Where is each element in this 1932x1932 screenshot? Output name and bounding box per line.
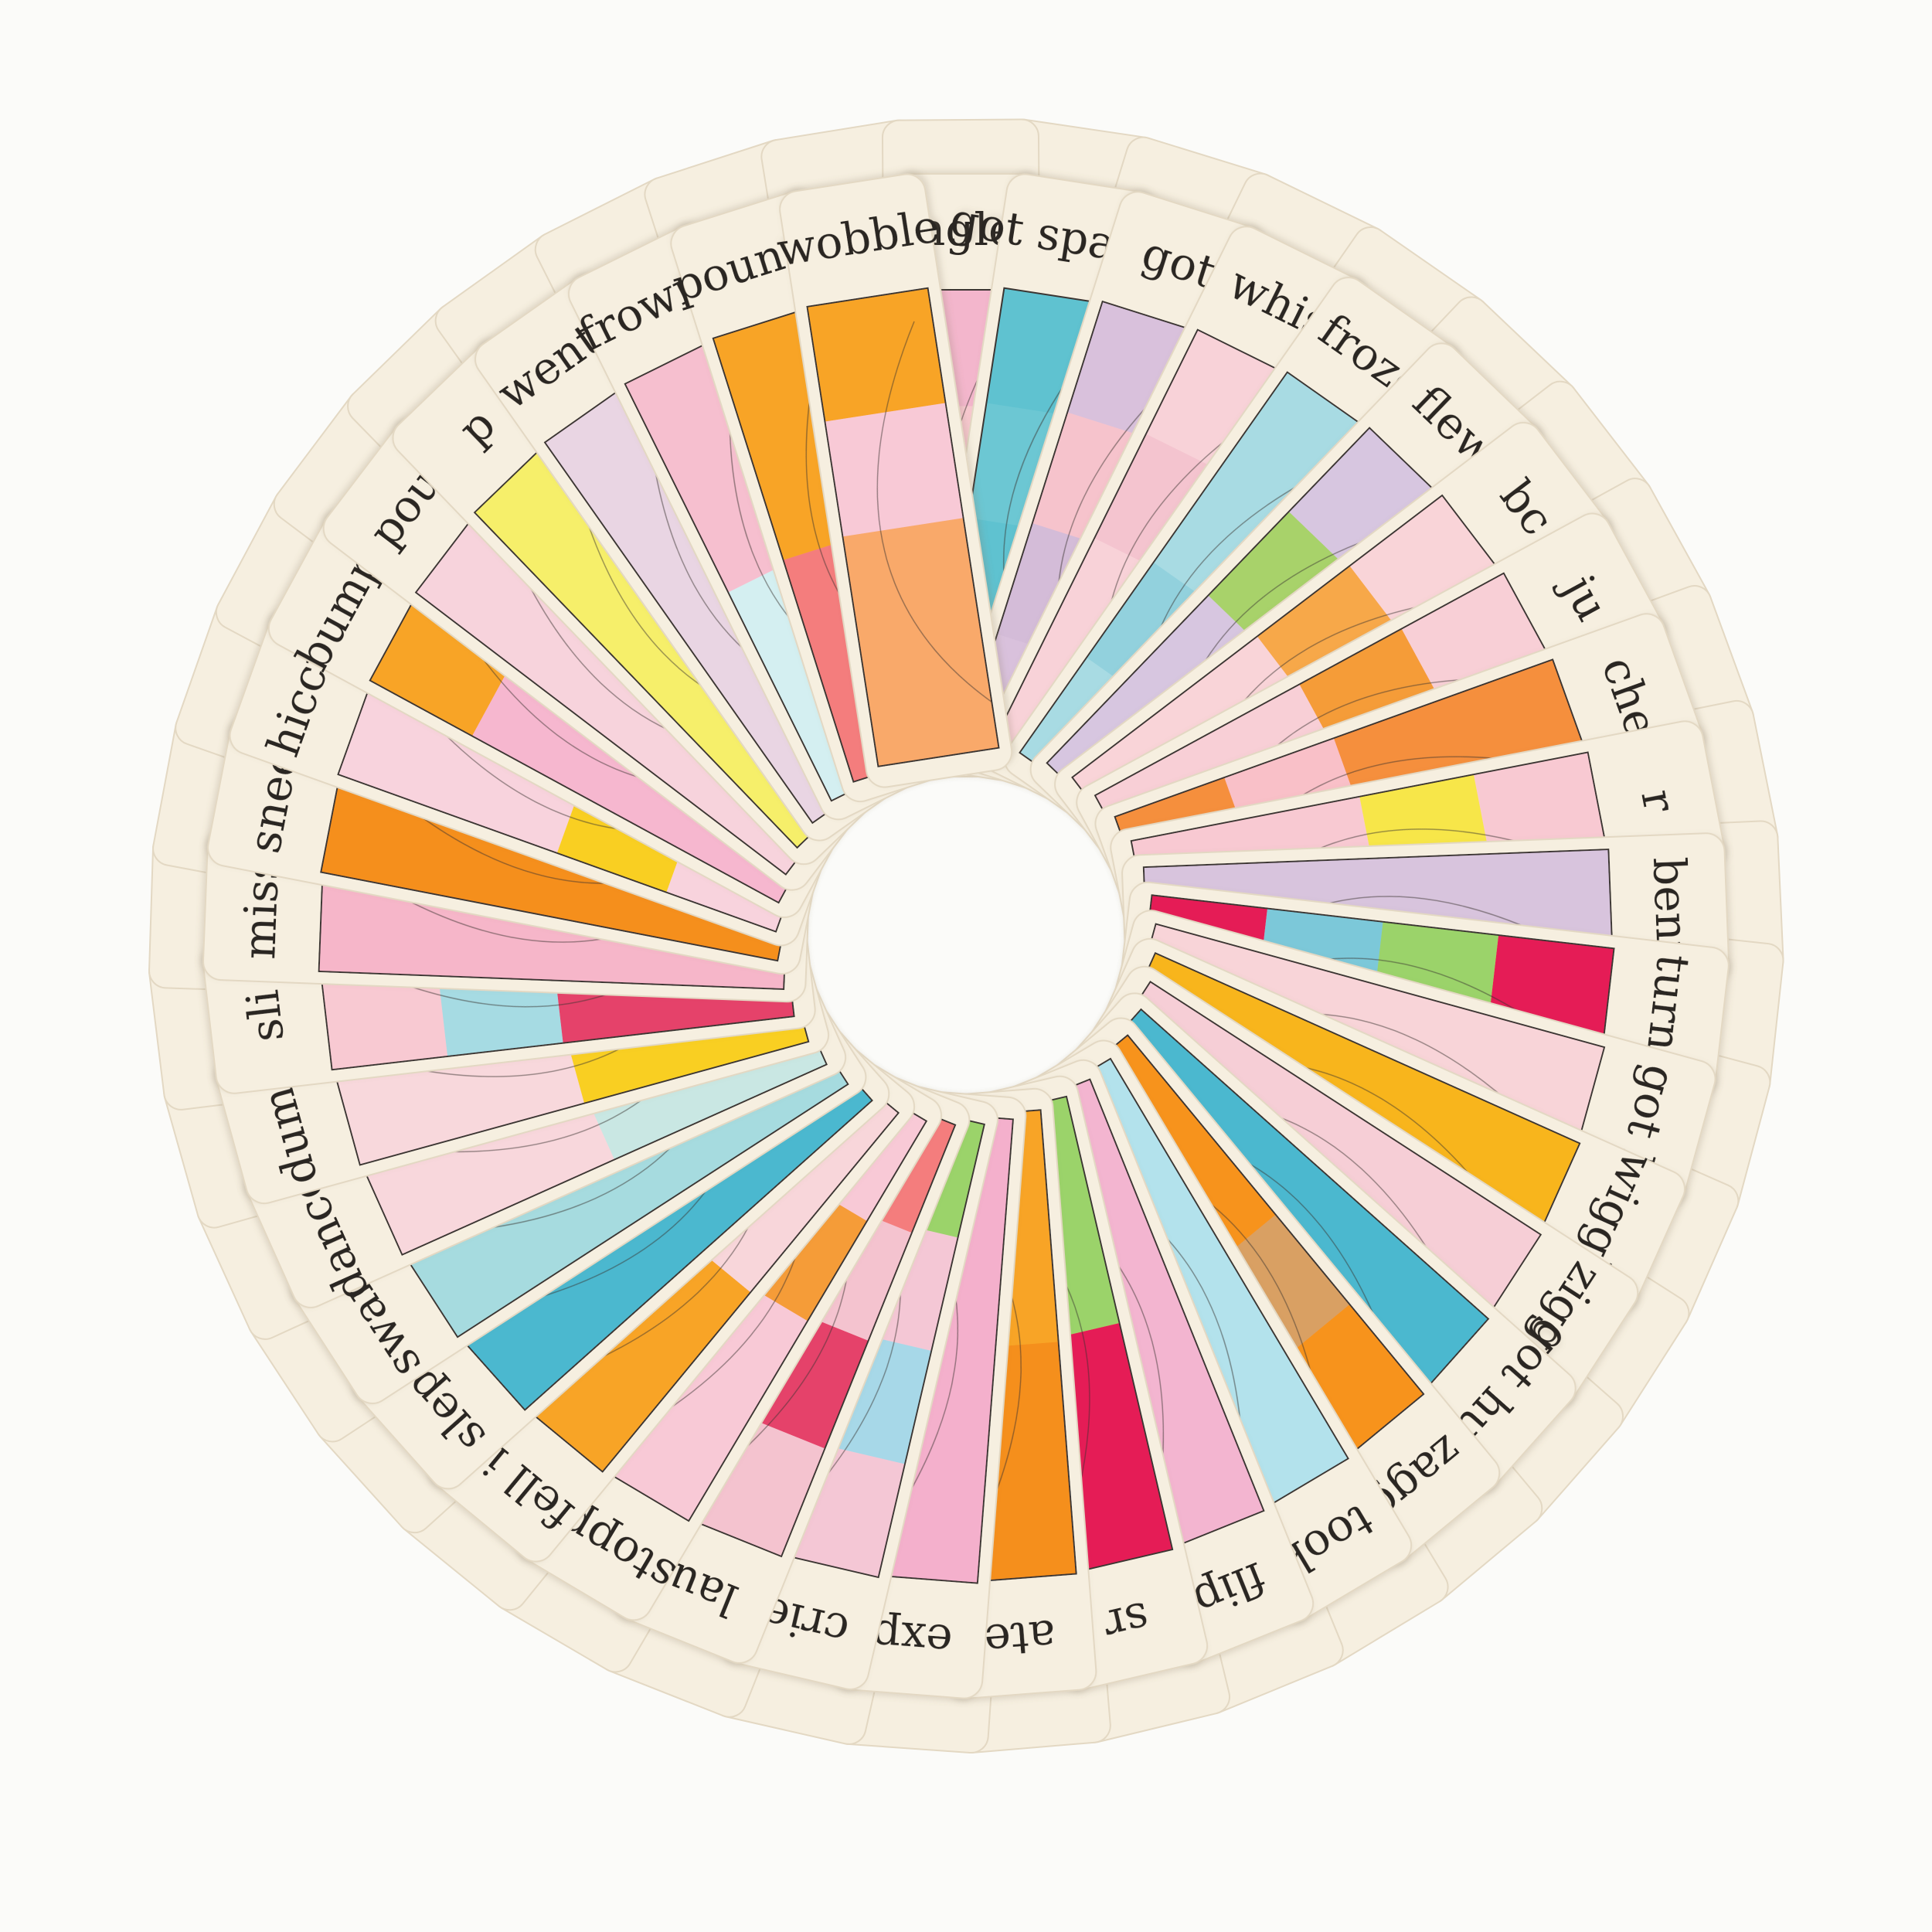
card-word: exp: [870, 1609, 954, 1668]
illustration-band: [825, 402, 964, 537]
illustration-line: [876, 321, 992, 702]
card-word: ate: [982, 1610, 1057, 1668]
illustration-band: [807, 287, 946, 422]
illustration-frame: [806, 287, 1000, 767]
card-word: sli: [236, 988, 294, 1045]
illustration-band: [842, 517, 981, 652]
word-card: wobble: [774, 173, 1013, 788]
illustration-band: [860, 632, 999, 767]
